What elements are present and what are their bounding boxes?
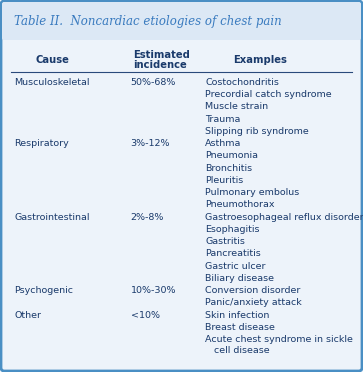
Text: Pulmonary embolus: Pulmonary embolus xyxy=(205,188,299,197)
Text: Conversion disorder: Conversion disorder xyxy=(205,286,301,295)
Text: 50%-68%: 50%-68% xyxy=(131,78,176,87)
Text: Other: Other xyxy=(15,311,41,320)
Text: Bronchitis: Bronchitis xyxy=(205,164,252,173)
Text: Gastric ulcer: Gastric ulcer xyxy=(205,262,266,271)
Text: Muscle strain: Muscle strain xyxy=(205,102,268,111)
Text: Pneumonia: Pneumonia xyxy=(205,151,258,160)
Text: Biliary disease: Biliary disease xyxy=(205,274,274,283)
Text: <10%: <10% xyxy=(131,311,160,320)
Text: Psychogenic: Psychogenic xyxy=(15,286,74,295)
Text: Acute chest syndrome in sickle
   cell disease: Acute chest syndrome in sickle cell dise… xyxy=(205,335,353,355)
Text: Panic/anxiety attack: Panic/anxiety attack xyxy=(205,298,302,307)
Text: Costochondritis: Costochondritis xyxy=(205,78,279,87)
Text: 10%-30%: 10%-30% xyxy=(131,286,176,295)
Text: Examples: Examples xyxy=(233,55,287,65)
FancyBboxPatch shape xyxy=(2,2,361,40)
Text: Respiratory: Respiratory xyxy=(15,139,69,148)
Text: incidence: incidence xyxy=(133,60,187,70)
Text: Skin infection: Skin infection xyxy=(205,311,269,320)
Text: Pleuritis: Pleuritis xyxy=(205,176,243,185)
Text: Esophagitis: Esophagitis xyxy=(205,225,260,234)
Text: 2%-8%: 2%-8% xyxy=(131,213,164,222)
Text: Cause: Cause xyxy=(36,55,69,65)
Text: Breast disease: Breast disease xyxy=(205,323,275,332)
Text: Pneumothorax: Pneumothorax xyxy=(205,201,274,209)
Text: Gastritis: Gastritis xyxy=(205,237,245,246)
Text: Precordial catch syndrome: Precordial catch syndrome xyxy=(205,90,332,99)
Text: Gastroesophageal reflux disorder: Gastroesophageal reflux disorder xyxy=(205,213,363,222)
Text: Table II.  Noncardiac etiologies of chest pain: Table II. Noncardiac etiologies of chest… xyxy=(14,15,282,28)
Text: Musculoskeletal: Musculoskeletal xyxy=(15,78,90,87)
Text: Trauma: Trauma xyxy=(205,115,240,124)
Text: Asthma: Asthma xyxy=(205,139,241,148)
Text: Slipping rib syndrome: Slipping rib syndrome xyxy=(205,127,309,136)
Text: Estimated: Estimated xyxy=(133,50,189,60)
Text: Pancreatitis: Pancreatitis xyxy=(205,249,261,259)
Text: Gastrointestinal: Gastrointestinal xyxy=(15,213,90,222)
Text: 3%-12%: 3%-12% xyxy=(131,139,170,148)
